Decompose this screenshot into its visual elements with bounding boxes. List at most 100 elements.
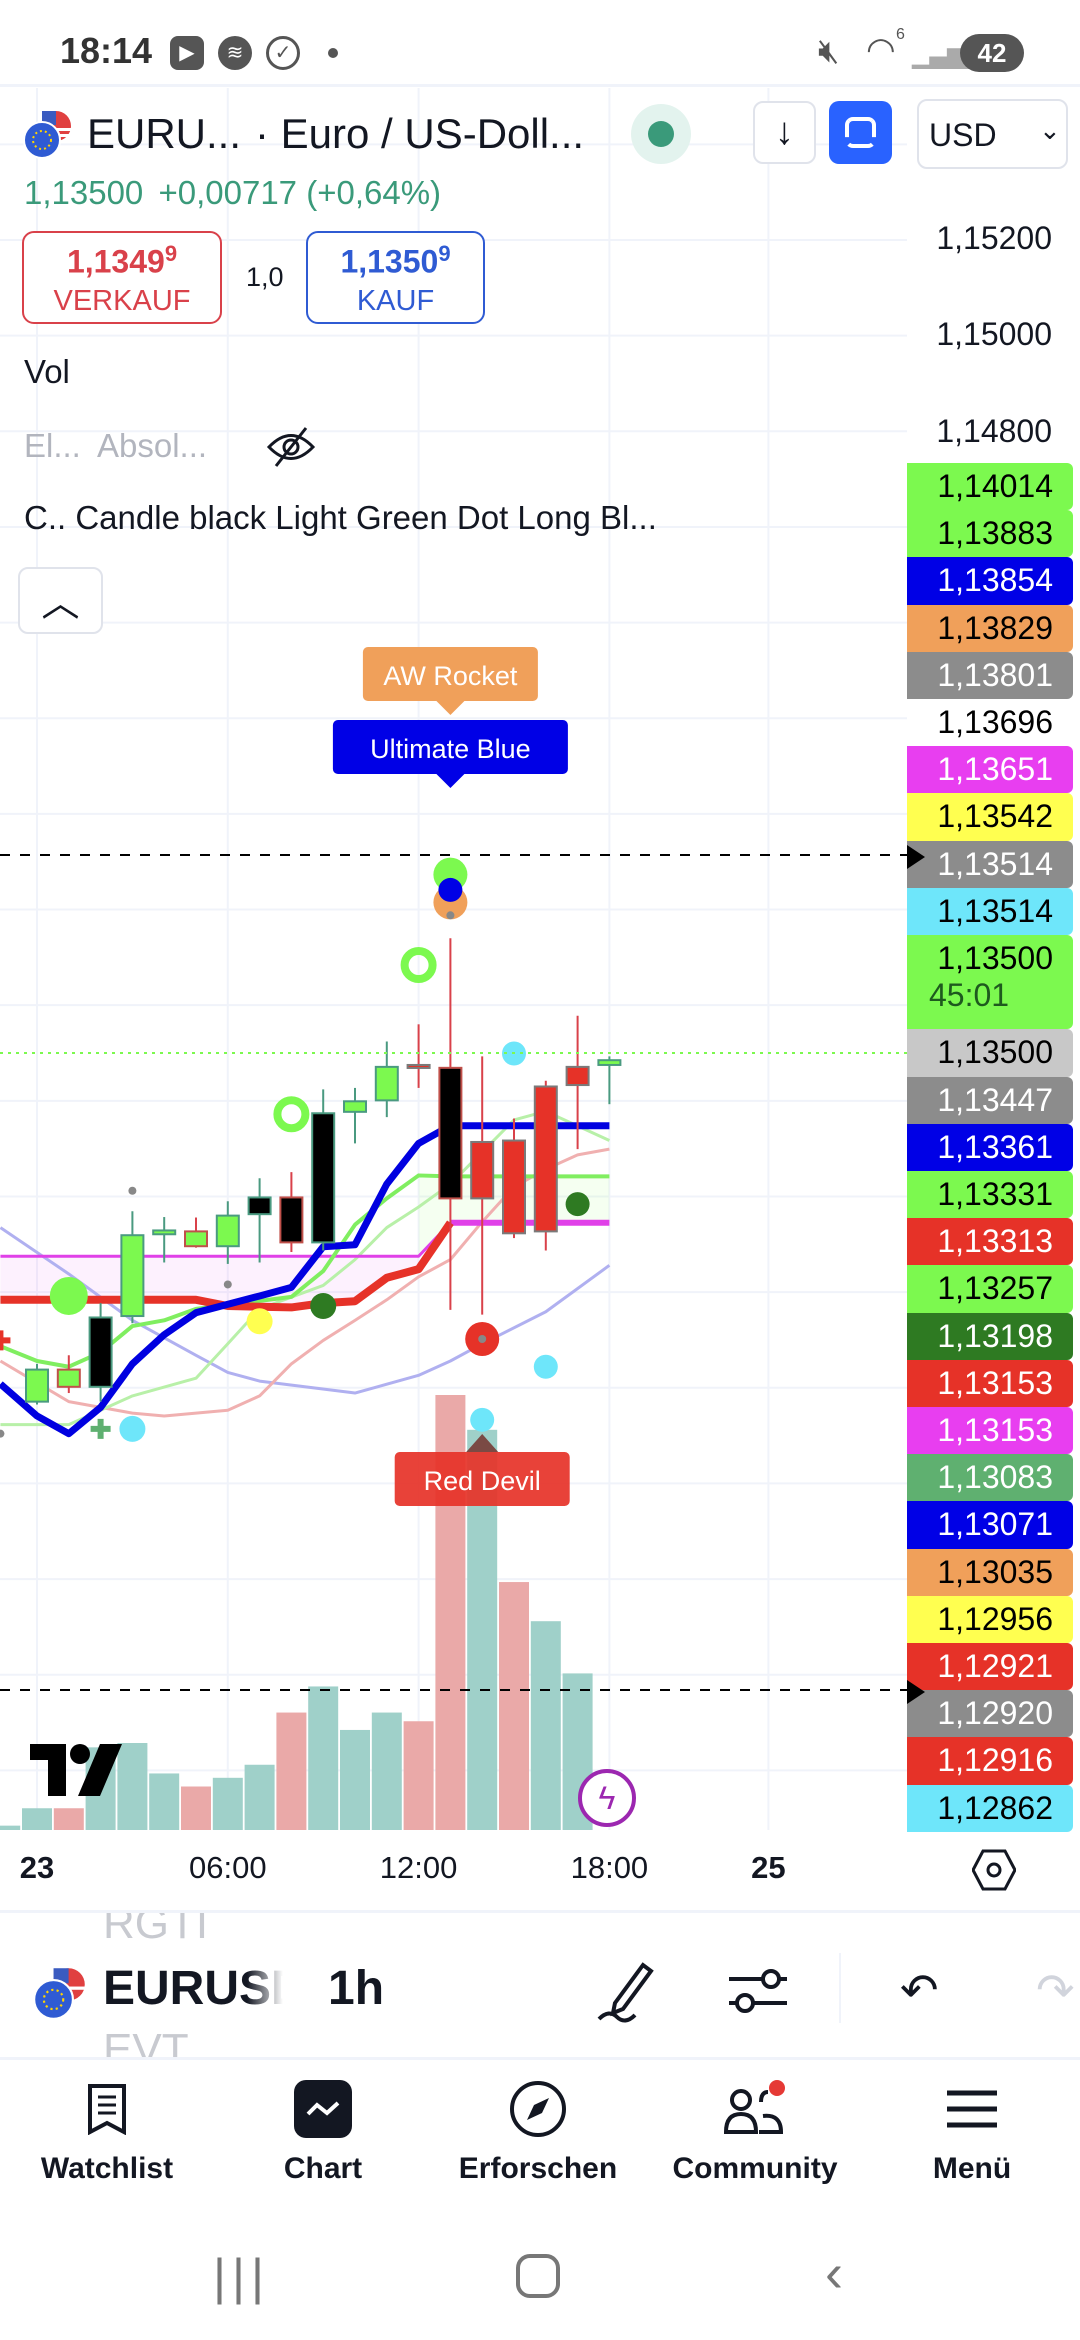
candle-body [184, 1230, 208, 1248]
price-label: 1,12921 [907, 1643, 1073, 1691]
annotation-box [332, 720, 568, 774]
candle-body [88, 1316, 113, 1388]
buy-price-pip: 9 [438, 241, 451, 266]
candle-body [311, 1112, 336, 1244]
price-label-value: 1,13257 [937, 1270, 1053, 1307]
price-label: 1,13035 [907, 1548, 1073, 1596]
price-label-value: 1,13331 [937, 1176, 1053, 1212]
indicator-candle[interactable]: C.. Candle black Light Green Dot Long Bl… [24, 499, 657, 537]
candle-body [597, 1059, 622, 1066]
cloud-fill [0, 1256, 419, 1308]
nav-menü[interactable]: Menü [872, 2078, 1072, 2186]
candle-body [56, 1368, 81, 1388]
battery-indicator: 42 [960, 34, 1024, 72]
price-label: 1,13883 [907, 510, 1073, 558]
eurusd-flag-icon [23, 111, 72, 159]
signal-dot [565, 1192, 590, 1217]
price-label: 1,13696 [907, 699, 1073, 747]
signal-ring [400, 947, 437, 984]
signal-dot [438, 877, 463, 902]
chevron-up-icon: ︿ [41, 583, 80, 625]
volume-bar [371, 1712, 402, 1830]
price-label: 1,12920 [907, 1690, 1073, 1738]
bar-countdown: 45:01 [929, 977, 1010, 1014]
recent-apps-icon[interactable]: ||| [213, 2249, 270, 2305]
toolbar-symbol[interactable]: EURUSD [103, 1962, 283, 2015]
draw-pencil-icon[interactable] [595, 1953, 655, 2025]
fullscreen-button[interactable] [829, 101, 892, 164]
nav-label: Menü [932, 2152, 1012, 2185]
sell-price: 1,1349 [66, 243, 165, 280]
signal-dot [470, 1407, 495, 1432]
indicator-settings-icon[interactable] [725, 1963, 791, 2019]
volume-bar [53, 1808, 84, 1830]
price-label-value: 1,13883 [937, 515, 1053, 552]
signal-dot [49, 1276, 88, 1315]
price-label-value: 1,13035 [937, 1553, 1053, 1590]
undo-icon[interactable]: ↶ [900, 1964, 939, 2016]
symbol-description[interactable]: · Euro / US-Doll... [255, 110, 585, 157]
volume-bar [530, 1621, 561, 1830]
watchlist-icon [7, 2078, 207, 2140]
price-label: 1,13651 [907, 746, 1073, 794]
nav-watchlist[interactable]: Watchlist [7, 2078, 207, 2186]
price-label: 1,13313 [907, 1218, 1073, 1266]
indicator-vol[interactable]: Vol [24, 353, 70, 390]
nav-community[interactable]: Community [655, 2078, 855, 2186]
nav-label: Chart [283, 2152, 363, 2185]
signal-dot [223, 1280, 232, 1289]
price-label: 1,13514 [907, 887, 1073, 935]
time-axis-label: 12:00 [379, 1850, 458, 1885]
sell-price-pip: 9 [164, 241, 178, 266]
menu-icon [872, 2078, 1072, 2140]
home-icon[interactable] [516, 2254, 560, 2298]
volume-bar [181, 1786, 211, 1830]
price-label-value: 1,12956 [937, 1600, 1053, 1637]
indicator-candle-prefix: C.. [24, 499, 67, 536]
collapse-legend-button[interactable]: ︿ [18, 567, 103, 634]
fullscreen-icon [845, 117, 876, 148]
price-label-value: 1,13696 [937, 704, 1053, 740]
status-bar: 18:14 ▶ ≋ ✓ 🔇︎ ◠ 6 ▁▃▅ 42 [0, 22, 1080, 82]
indicator-el[interactable]: El... [24, 427, 81, 464]
youtube-icon: ▶ [170, 36, 204, 70]
sell-button[interactable]: 1,13499 VERKAUF [22, 231, 222, 324]
eurusd-flag-icon [33, 1968, 86, 2020]
tradingview-logo [30, 1744, 122, 1796]
price-change-percent: (+0,64%) [306, 174, 442, 211]
candle-body [565, 1065, 590, 1087]
nav-erforschen[interactable]: Erforschen [438, 2078, 638, 2186]
redo-icon[interactable]: ↷ [1036, 1964, 1075, 2016]
annotation-pointer [466, 1434, 499, 1452]
divider [0, 84, 1080, 87]
price-label: 1,12862 [907, 1784, 1073, 1832]
annotation-label: AW Rocket [383, 661, 518, 691]
lightning-icon[interactable]: ϟ [578, 1769, 636, 1827]
eye-hidden-icon[interactable] [266, 424, 316, 470]
signal-icon: ▁▃▅ [912, 37, 969, 68]
indicator-candle-name: Candle black Light Green Dot Long Bl... [75, 499, 657, 536]
buy-price: 1,1350 [340, 243, 439, 280]
buy-button[interactable]: 1,13509 KAUF [306, 231, 485, 324]
next-symbol[interactable]: EVT [103, 2025, 189, 2060]
market-open-indicator [631, 104, 691, 164]
price-label-value: 1,13153 [937, 1364, 1053, 1401]
candle-body [215, 1214, 240, 1248]
annotation-box [394, 1452, 570, 1506]
candle-body [438, 1066, 463, 1200]
chevron-down-icon: ⌄ [1039, 115, 1061, 145]
time-axis-label: 18:00 [570, 1850, 649, 1885]
buy-label: KAUF [356, 284, 435, 317]
chart-settings-icon[interactable] [972, 1848, 1016, 1892]
down-arrow-button[interactable]: ↓ [753, 101, 816, 164]
prev-symbol[interactable]: RGTI [103, 1910, 209, 1948]
price-label-value: 1,13447 [937, 1081, 1053, 1118]
back-icon[interactable]: ‹ [825, 2243, 843, 2303]
price-label-value: 1,13829 [937, 609, 1053, 646]
indicator-absol[interactable]: Absol... [97, 427, 208, 464]
symbol-name[interactable]: EURU... [87, 110, 242, 157]
currency-select[interactable]: USD ⌄ [917, 99, 1068, 169]
chart-icon [223, 2078, 423, 2140]
interval-button[interactable]: 1h [328, 1962, 385, 2015]
nav-chart[interactable]: Chart [223, 2078, 423, 2186]
